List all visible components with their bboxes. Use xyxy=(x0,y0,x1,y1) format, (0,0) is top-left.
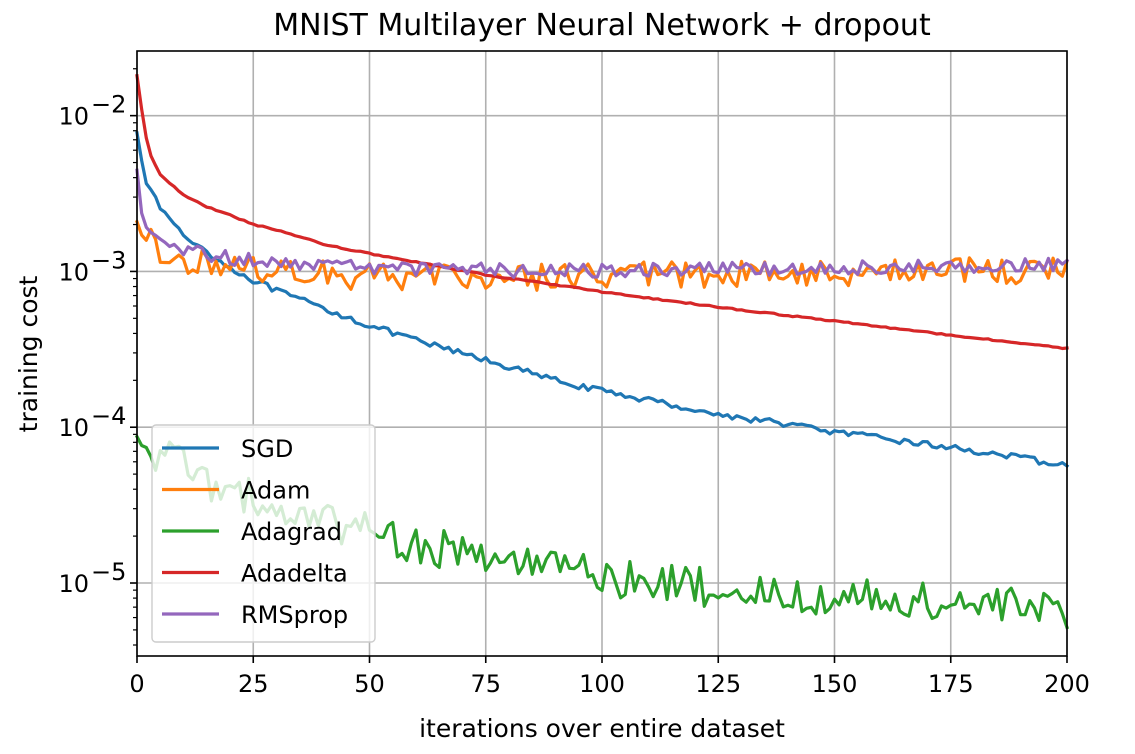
legend: SGD Adam Adagrad Adadelta RMSprop xyxy=(151,424,376,643)
x-axis-label: iterations over entire dataset xyxy=(419,714,785,743)
legend-label: SGD xyxy=(241,435,293,463)
y-tick-label: 10 xyxy=(58,103,89,131)
y-tick-label: 10 xyxy=(58,570,89,598)
x-tick-label: 50 xyxy=(354,670,385,698)
y-tick-exponent: −3 xyxy=(91,246,126,274)
y-tick-exponent: −4 xyxy=(91,402,126,430)
x-tick-label: 25 xyxy=(238,670,269,698)
legend-label: RMSprop xyxy=(241,601,348,629)
y-tick-exponent: −2 xyxy=(91,91,126,119)
y-axis-label: training cost xyxy=(14,275,43,432)
series-line-rmsprop xyxy=(135,168,1070,279)
legend-label: Adadelta xyxy=(241,560,348,588)
series-line-sgd xyxy=(135,131,1070,469)
y-tick-label: 10 xyxy=(58,414,89,442)
chart-title: MNIST Multilayer Neural Network + dropou… xyxy=(273,8,931,43)
y-tick-exponent: −5 xyxy=(91,558,126,586)
legend-label: Adagrad xyxy=(241,518,342,546)
x-tick-label: 75 xyxy=(470,670,501,698)
x-tick-label: 125 xyxy=(695,670,741,698)
legend-label: Adam xyxy=(241,477,310,505)
x-tick-label: 100 xyxy=(579,670,625,698)
x-tick-label: 0 xyxy=(129,670,144,698)
x-tick-label: 200 xyxy=(1044,670,1090,698)
x-tick-label: 175 xyxy=(928,670,974,698)
legend-box xyxy=(151,424,376,643)
x-tick-label: 150 xyxy=(812,670,858,698)
series-line-adadelta xyxy=(135,73,1069,351)
y-tick-label: 10 xyxy=(58,258,89,286)
